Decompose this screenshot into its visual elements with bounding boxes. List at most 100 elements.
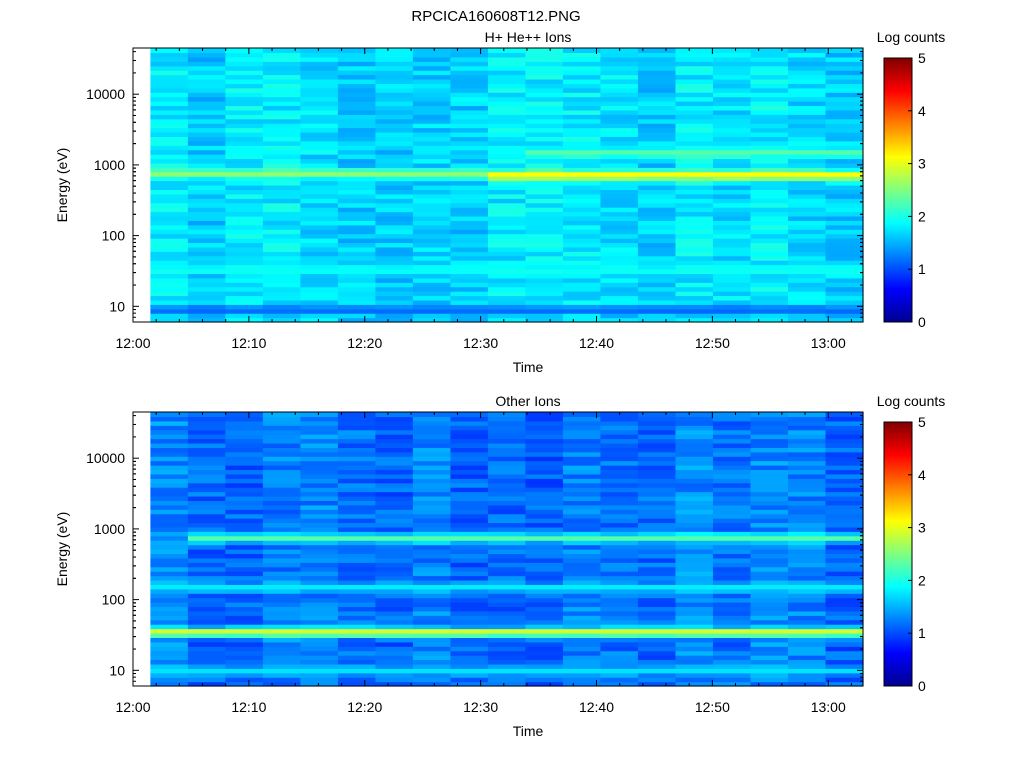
heatmap-cell: [337, 273, 377, 279]
heatmap-cell: [300, 229, 339, 235]
heatmap-cell: [525, 70, 564, 76]
heatmap-cell: [150, 540, 189, 546]
heatmap-cell: [262, 504, 302, 510]
heatmap-cell: [450, 304, 489, 310]
heatmap-cell: [337, 229, 377, 235]
spectrogram-panel: 12:00 12:10 12:20 12:30 12:40 12:50 13:0010100…: [54, 29, 945, 375]
heatmap-cell: [562, 549, 602, 555]
heatmap-cell: [150, 193, 189, 199]
heatmap-cell: [750, 650, 789, 656]
heatmap-cell: [150, 154, 189, 160]
heatmap-cell: [300, 260, 339, 266]
heatmap-cell: [262, 442, 302, 448]
heatmap-cell: [825, 149, 864, 155]
heatmap-cell: [262, 469, 302, 475]
heatmap-cell: [225, 136, 264, 142]
heatmap-cell: [300, 136, 339, 142]
heatmap-cell: [487, 123, 527, 129]
heatmap-cell: [562, 593, 602, 599]
heatmap-cell: [412, 412, 452, 418]
heatmap-cell: [300, 416, 339, 422]
heatmap-cell: [412, 260, 452, 266]
y-tick-label: 10: [109, 298, 125, 314]
heatmap-cell: [412, 465, 452, 471]
heatmap-cell: [675, 566, 714, 572]
heatmap-cell: [750, 465, 789, 471]
heatmap-cell: [750, 286, 789, 292]
heatmap-cell: [225, 518, 264, 524]
heatmap-cell: [525, 52, 564, 58]
heatmap-cell: [787, 185, 827, 191]
heatmap-cell: [562, 579, 602, 585]
heatmap-cell: [487, 202, 527, 208]
heatmap-cell: [825, 571, 864, 577]
heatmap-cell: [300, 624, 339, 630]
heatmap-cell: [412, 140, 452, 146]
heatmap-cell: [225, 145, 264, 151]
heatmap-cell: [300, 456, 339, 462]
heatmap-cell: [300, 677, 339, 683]
heatmap-cell: [300, 478, 339, 484]
heatmap-cell: [412, 650, 452, 656]
heatmap-cell: [262, 202, 302, 208]
heatmap-cell: [487, 438, 527, 444]
heatmap-cell: [487, 504, 527, 510]
heatmap-cell: [337, 619, 377, 625]
heatmap-cell: [187, 255, 226, 261]
heatmap-cell: [150, 549, 189, 555]
heatmap-cell: [412, 429, 452, 435]
heatmap-cell: [337, 628, 377, 634]
heatmap-cell: [525, 447, 564, 453]
heatmap-cell: [150, 220, 189, 226]
heatmap-cell: [562, 304, 602, 310]
heatmap-cell: [412, 282, 452, 288]
heatmap-cell: [300, 509, 339, 515]
heatmap-cell: [262, 96, 302, 102]
heatmap-cell: [412, 663, 452, 669]
heatmap-cell: [450, 677, 489, 683]
heatmap-cell: [225, 451, 264, 457]
heatmap-cell: [787, 229, 827, 235]
heatmap-cell: [412, 255, 452, 261]
heatmap-cell: [675, 313, 714, 319]
heatmap-cell: [600, 56, 639, 62]
heatmap-cell: [300, 273, 339, 279]
heatmap-cell: [712, 65, 752, 71]
heatmap-cell: [450, 500, 489, 506]
heatmap-cell: [225, 291, 264, 297]
heatmap-cell: [637, 526, 677, 532]
heatmap-cell: [300, 185, 339, 191]
heatmap-cell: [450, 193, 489, 199]
heatmap-cell: [412, 273, 452, 279]
heatmap-cell: [300, 193, 339, 199]
heatmap-cell: [750, 646, 789, 652]
heatmap-cell: [750, 491, 789, 497]
heatmap-cell: [262, 434, 302, 440]
heatmap-cell: [712, 154, 752, 160]
heatmap-cell: [262, 207, 302, 213]
heatmap-cell: [750, 655, 789, 661]
heatmap-cell: [150, 522, 189, 528]
heatmap-cell: [712, 282, 752, 288]
heatmap-cell: [787, 273, 827, 279]
heatmap-cell: [600, 544, 639, 550]
heatmap-cell: [300, 215, 339, 221]
heatmap-cell: [825, 154, 864, 160]
heatmap-cell: [787, 487, 827, 493]
heatmap-cell: [600, 105, 639, 111]
heatmap-cell: [375, 167, 414, 173]
heatmap-cell: [150, 56, 189, 62]
heatmap-cell: [712, 70, 752, 76]
heatmap-cell: [150, 420, 189, 426]
heatmap-cell: [337, 260, 377, 266]
heatmap-cell: [637, 145, 677, 151]
heatmap-cell: [525, 602, 564, 608]
heatmap-cell: [525, 167, 564, 173]
heatmap-cell: [825, 566, 864, 572]
heatmap-cell: [262, 500, 302, 506]
heatmap-cell: [375, 429, 414, 435]
heatmap-cell: [300, 118, 339, 124]
heatmap-cell: [487, 597, 527, 603]
heatmap-cell: [262, 268, 302, 274]
heatmap-cell: [150, 109, 189, 115]
